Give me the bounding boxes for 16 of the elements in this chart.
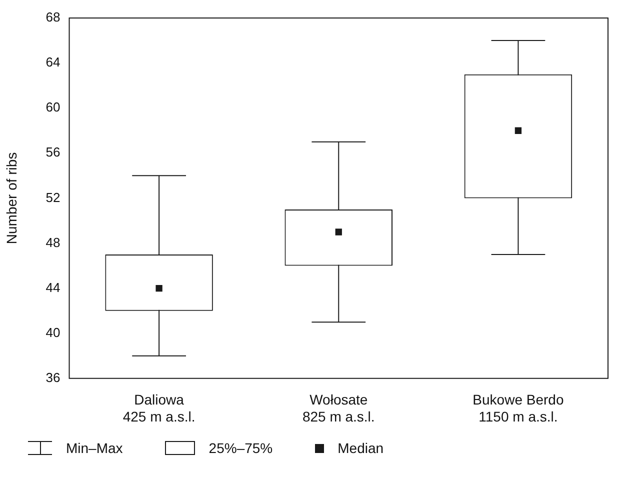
x-tick-label: Wołosate 825 m a.s.l.: [302, 392, 375, 424]
text: Min–Max: [66, 440, 123, 456]
y-tick-label: 64: [46, 54, 60, 70]
y-tick-label: 60: [46, 100, 60, 115]
y-tick-label: 52: [46, 190, 60, 205]
y-tick-label: 48: [46, 234, 60, 250]
y-tick-label: 56: [46, 144, 60, 160]
y-tick-label: 44: [46, 280, 60, 295]
y-tick-label: 68: [46, 10, 60, 25]
x-tick-label: Daliowa 425 m a.s.l.: [122, 392, 196, 424]
text: 25%–75%: [208, 440, 273, 456]
y-tick-label: 40: [46, 324, 60, 340]
y-axis-title: Number of ribs: [3, 152, 20, 244]
text: Median: [338, 440, 384, 456]
x-tick-label: Bukowe Berdo 1150 m a.s.l.: [472, 392, 564, 424]
y-tick-label: 36: [46, 370, 60, 385]
